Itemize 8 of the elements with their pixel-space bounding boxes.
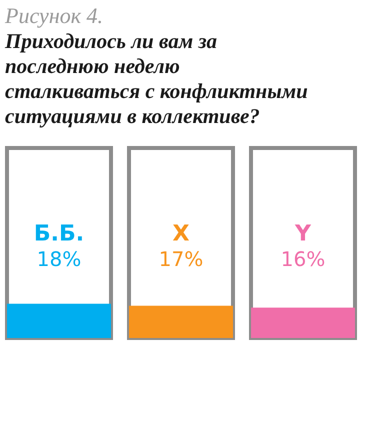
data-label: 17% xyxy=(158,247,204,272)
x-tick-label: X xyxy=(172,222,190,246)
data-label: 16% xyxy=(280,247,326,272)
x-tick-label: Y xyxy=(294,222,312,246)
x-tick-label: Б.Б. xyxy=(34,222,84,246)
chart-title: Рисунок 4. xyxy=(4,3,104,28)
chart-subtitle: Приходилось ли вам за последнюю неделю сталкиваться с конфликтными ситуациями в коллективе? xyxy=(4,29,308,128)
data-label: 18% xyxy=(36,247,82,272)
